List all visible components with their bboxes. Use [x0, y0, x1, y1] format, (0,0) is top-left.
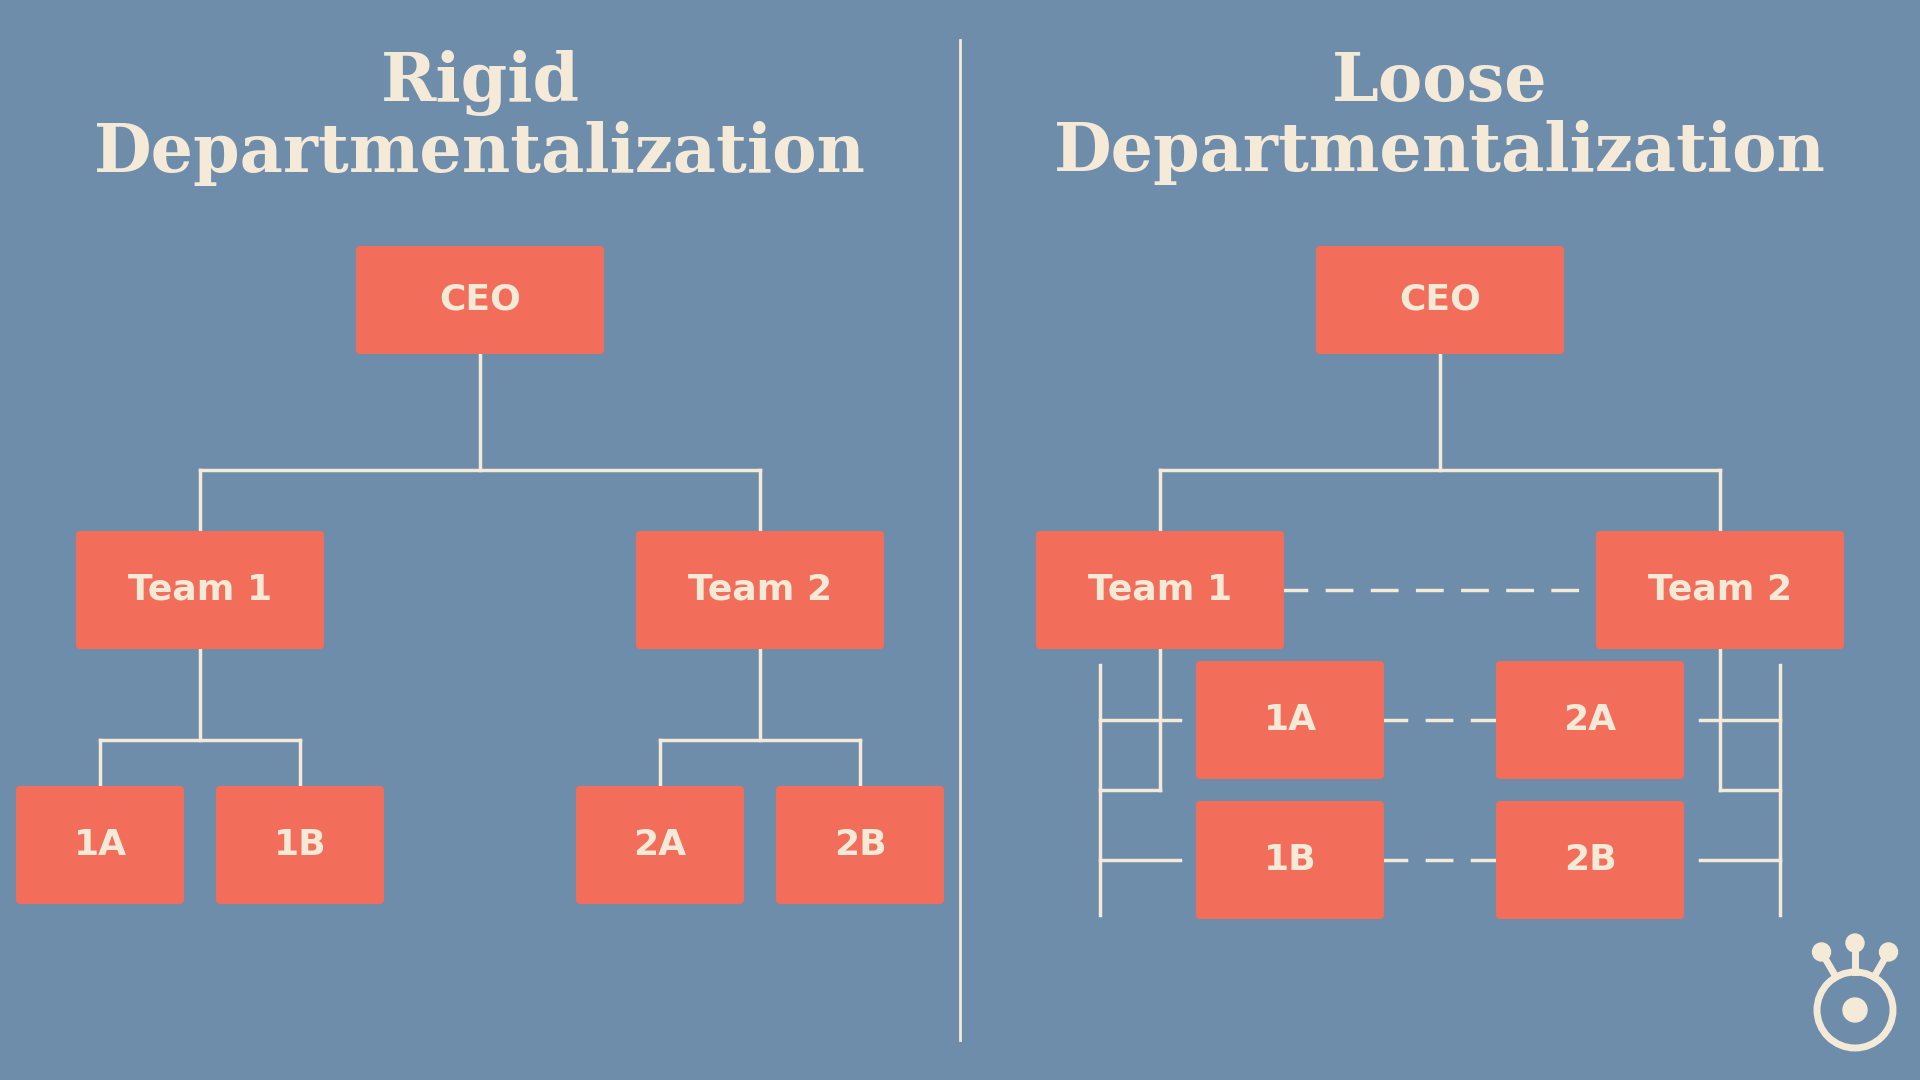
- Text: CEO: CEO: [1400, 283, 1480, 318]
- Text: Team 2: Team 2: [1647, 573, 1791, 607]
- Text: 2B: 2B: [833, 828, 887, 862]
- Text: 2A: 2A: [634, 828, 687, 862]
- FancyBboxPatch shape: [1037, 531, 1284, 649]
- FancyBboxPatch shape: [355, 246, 605, 354]
- Circle shape: [1845, 934, 1864, 951]
- Text: Team 2: Team 2: [687, 573, 831, 607]
- FancyBboxPatch shape: [1496, 661, 1684, 779]
- Text: 2A: 2A: [1563, 703, 1617, 737]
- Text: Team 1: Team 1: [129, 573, 273, 607]
- FancyBboxPatch shape: [1496, 801, 1684, 919]
- Text: 1A: 1A: [1263, 703, 1317, 737]
- Text: 1B: 1B: [1263, 843, 1317, 877]
- FancyBboxPatch shape: [1596, 531, 1843, 649]
- Circle shape: [1812, 943, 1830, 961]
- FancyBboxPatch shape: [776, 786, 945, 904]
- Text: 1B: 1B: [275, 828, 326, 862]
- FancyBboxPatch shape: [636, 531, 883, 649]
- Text: CEO: CEO: [440, 283, 520, 318]
- Circle shape: [1880, 943, 1897, 961]
- Text: Loose
Departmentalization: Loose Departmentalization: [1054, 50, 1826, 185]
- Text: 1A: 1A: [73, 828, 127, 862]
- Text: Team 1: Team 1: [1089, 573, 1233, 607]
- FancyBboxPatch shape: [1196, 661, 1384, 779]
- FancyBboxPatch shape: [15, 786, 184, 904]
- FancyBboxPatch shape: [576, 786, 745, 904]
- Circle shape: [1843, 998, 1866, 1022]
- FancyBboxPatch shape: [1196, 801, 1384, 919]
- FancyBboxPatch shape: [1315, 246, 1565, 354]
- Text: Rigid
Departmentalization: Rigid Departmentalization: [94, 50, 866, 186]
- FancyBboxPatch shape: [215, 786, 384, 904]
- Text: 2B: 2B: [1563, 843, 1617, 877]
- FancyBboxPatch shape: [77, 531, 324, 649]
